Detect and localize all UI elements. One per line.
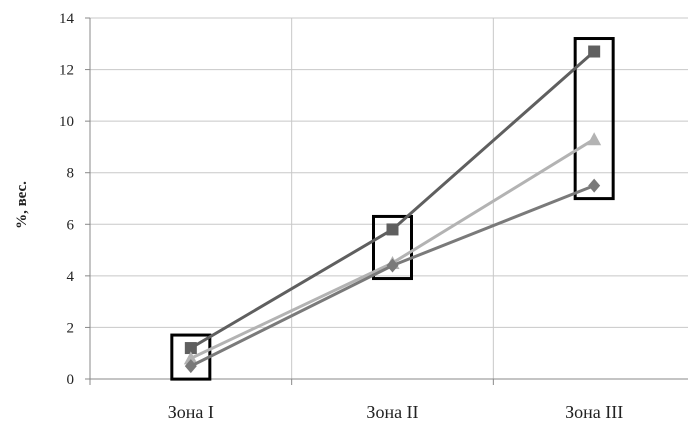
- data-point-square: [588, 45, 601, 58]
- y-tick-labels: 0 2 4 6 8 10 12 14: [59, 11, 75, 388]
- series-group: [183, 45, 602, 374]
- data-point-diamond: [386, 258, 399, 273]
- y-tick-label: 2: [67, 320, 75, 336]
- highlight-boxes: [170, 37, 615, 381]
- grid: [90, 17, 688, 379]
- data-point-square: [184, 342, 197, 355]
- data-point-diamond: [588, 178, 601, 193]
- x-category-label: Зона I: [168, 402, 214, 422]
- highlight-box: [372, 214, 413, 281]
- y-tick-label: 6: [67, 217, 75, 233]
- y-tick-label: 14: [59, 11, 75, 27]
- y-axis-title: %, вес.: [14, 181, 30, 229]
- series-line: [190, 137, 595, 360]
- series-line: [190, 50, 596, 350]
- x-category-label: Зона III: [565, 402, 623, 422]
- data-point-triangle: [183, 351, 198, 365]
- series-1: [184, 45, 601, 355]
- y-tick-label: 4: [67, 269, 75, 285]
- y-tick-label: 10: [59, 114, 74, 130]
- x-category-labels: Зона I Зона II Зона III: [168, 402, 623, 422]
- highlight-box: [573, 37, 615, 201]
- y-tick-label: 0: [67, 372, 75, 388]
- data-point-diamond: [184, 359, 197, 374]
- series-2: [183, 132, 602, 365]
- data-point-square: [386, 223, 399, 236]
- data-point-triangle: [587, 132, 602, 146]
- series-3: [184, 178, 601, 374]
- axes: [85, 17, 688, 385]
- y-tick-label: 8: [67, 166, 75, 182]
- x-category-label: Зона II: [366, 402, 418, 422]
- y-tick-label: 12: [59, 63, 74, 79]
